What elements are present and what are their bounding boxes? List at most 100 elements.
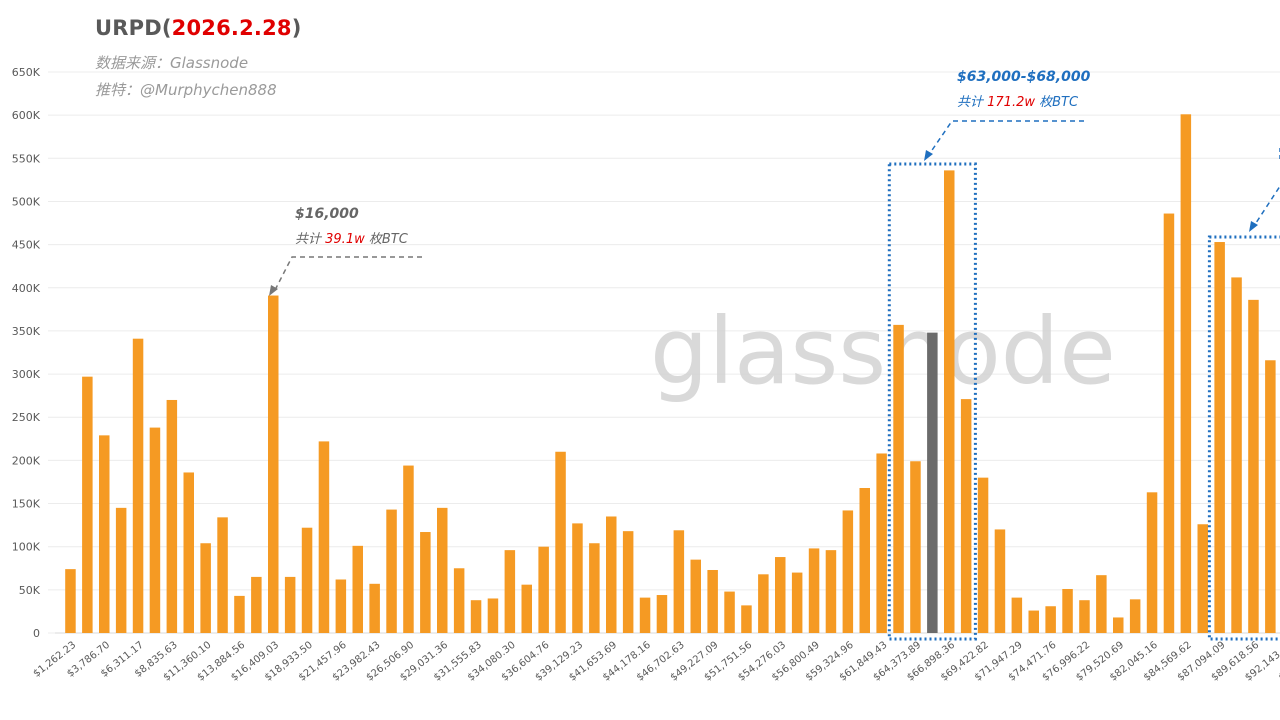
author-line: 推特：@Murphychen888 [95, 81, 277, 99]
bar [1011, 597, 1023, 633]
y-tick-label: 550K [12, 152, 41, 165]
bar [403, 465, 414, 633]
title-prefix: URPD( [95, 16, 172, 40]
bar [1231, 277, 1242, 633]
bar [200, 543, 211, 633]
bar [1079, 600, 1090, 633]
bar [1045, 606, 1056, 633]
bar [1028, 610, 1039, 633]
arrow-head-63000-68000 [924, 150, 933, 161]
title-date: 2026.2.28 [171, 16, 292, 40]
bar [876, 453, 887, 633]
bar [910, 461, 921, 633]
page-title: URPD(2026.2.28) [95, 16, 302, 40]
annotation-arrow-16000 [273, 256, 422, 293]
bar [741, 605, 752, 633]
bar [589, 543, 600, 633]
bar [166, 399, 178, 633]
bar [234, 595, 245, 633]
bar [825, 550, 837, 633]
bar [1197, 524, 1208, 633]
bar [251, 576, 262, 633]
title-suffix: ) [291, 16, 302, 40]
bar [1163, 213, 1175, 633]
y-tick-label: 250K [12, 411, 41, 424]
bar [386, 509, 397, 633]
annotation-16000-sub-suffix: 枚BTC [365, 232, 409, 247]
watermark-text: glassnode [650, 298, 1116, 405]
annotation-16000-sub-prefix: 共计 [295, 232, 325, 247]
bar [639, 597, 651, 633]
bar [791, 572, 803, 633]
bar [268, 295, 279, 633]
y-tick-label: 600K [12, 109, 41, 122]
bar [99, 435, 110, 633]
bar [369, 583, 380, 633]
annotation-63000-68000-title: $63,000-$68,000 [957, 69, 1091, 85]
bar [960, 399, 972, 633]
bar [1129, 599, 1141, 633]
bar [487, 598, 499, 633]
bar [724, 591, 735, 633]
bar [859, 488, 870, 633]
bar [1265, 360, 1276, 633]
y-tick-label: 200K [12, 454, 41, 467]
bar [606, 516, 617, 633]
annotation-63000-68000-sub: 共计 171.2w 枚BTC [957, 95, 1079, 110]
bar [690, 559, 701, 633]
y-tick-label: 0 [33, 627, 40, 640]
bar [1146, 492, 1158, 633]
bar [1214, 242, 1225, 633]
bar [521, 584, 532, 633]
bar [622, 531, 634, 633]
bar [453, 568, 465, 633]
annotation-arrow-right [1253, 184, 1280, 227]
bar [132, 338, 144, 633]
bar [673, 530, 685, 633]
bar [572, 523, 583, 633]
bar [842, 510, 854, 633]
bar [1096, 575, 1107, 633]
y-tick-label: 400K [12, 282, 41, 295]
bar [420, 532, 431, 633]
bar [994, 529, 1006, 633]
y-tick-label: 150K [12, 498, 41, 511]
bar [1180, 114, 1192, 633]
arrow-head-16000 [269, 285, 278, 296]
y-tick-label: 350K [12, 325, 41, 338]
arrow-head-right [1249, 221, 1258, 232]
source-line: 数据来源：Glassnode [95, 54, 249, 72]
annotation-63000-68000-sub-value: 171.2w [987, 95, 1035, 110]
y-tick-label: 100K [12, 541, 41, 554]
bar [944, 170, 955, 634]
bar [115, 507, 127, 633]
y-tick-label: 300K [12, 368, 41, 381]
bar [927, 332, 938, 633]
bar [352, 545, 363, 633]
bar [707, 569, 718, 633]
bar [1062, 588, 1073, 633]
y-tick-label: 650K [12, 66, 41, 79]
bar [470, 600, 482, 633]
bar [808, 548, 820, 633]
bar [437, 507, 448, 633]
annotation-63000-68000-sub-prefix: 共计 [957, 95, 987, 110]
bar [504, 550, 516, 633]
bar [318, 441, 330, 633]
range-box-right [1207, 235, 1280, 641]
bar [335, 579, 347, 633]
bar [65, 569, 76, 633]
annotation-16000-title: $16,000 [295, 206, 359, 222]
bar [183, 472, 194, 633]
bar [1248, 299, 1259, 633]
y-tick-label: 450K [12, 239, 41, 252]
bar [82, 376, 93, 633]
annotation-arrow-63000-68000 [927, 120, 1084, 157]
bar [656, 595, 668, 633]
bar [149, 427, 161, 633]
annotation-16000-sub: 共计 39.1w 枚BTC [295, 232, 409, 247]
annotation-16000-sub-value: 39.1w [325, 232, 365, 247]
bar [1113, 617, 1124, 633]
bar [217, 517, 228, 633]
